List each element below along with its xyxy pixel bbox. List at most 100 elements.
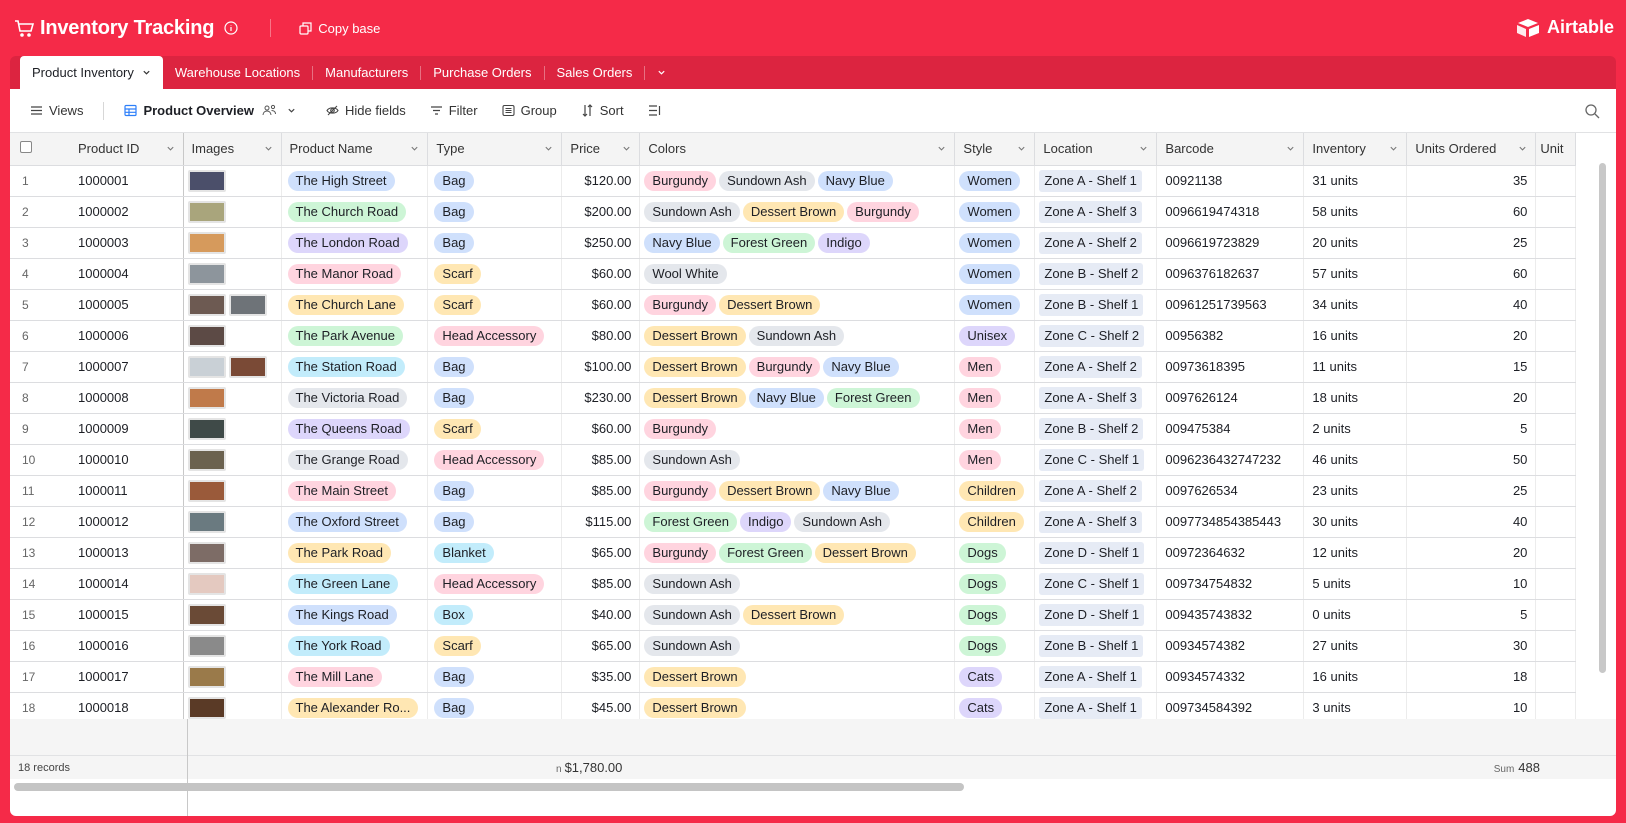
units-ordered-sum[interactable]: Sum 488 — [1494, 760, 1540, 775]
price-cell[interactable]: $120.00 — [561, 165, 641, 197]
images-cell[interactable] — [183, 599, 282, 631]
sort-button[interactable]: Sort — [581, 103, 624, 118]
images-cell[interactable] — [183, 630, 282, 662]
colors-cell[interactable]: Dessert Brown Sundown Ash — [639, 320, 956, 352]
colors-cell[interactable]: Burgundy Sundown Ash Navy Blue — [639, 165, 956, 197]
style-cell[interactable]: Unisex — [954, 320, 1036, 352]
table-row[interactable]: 4 1000004 The Manor Road Scarf $60.00 Wool Wh… — [10, 258, 1577, 290]
colors-cell[interactable]: Forest Green Indigo Sundown Ash — [639, 506, 956, 538]
images-cell[interactable] — [183, 475, 282, 507]
product-name-cell[interactable]: The Park Road — [281, 537, 429, 569]
price-sum[interactable]: n $1,780.00 — [556, 760, 622, 775]
group-button[interactable]: Group — [502, 103, 557, 118]
colors-cell[interactable]: Burgundy Forest Green Dessert Brown — [639, 537, 956, 569]
location-cell[interactable]: Zone C - Shelf 1 — [1034, 568, 1158, 600]
price-cell[interactable]: $115.00 — [561, 506, 641, 538]
product-id-cell[interactable]: 1000018 — [70, 692, 184, 724]
barcode-cell[interactable]: 0096619723829 — [1156, 227, 1305, 259]
column-header-price[interactable]: Price — [561, 133, 641, 166]
type-cell[interactable]: Bag — [427, 196, 563, 228]
barcode-cell[interactable]: 0096236432747232 — [1156, 444, 1305, 476]
style-cell[interactable]: Children — [954, 475, 1036, 507]
location-cell[interactable]: Zone C - Shelf 2 — [1034, 320, 1158, 352]
images-cell[interactable] — [183, 382, 282, 414]
location-cell[interactable]: Zone A - Shelf 3 — [1034, 382, 1158, 414]
images-cell[interactable] — [183, 568, 282, 600]
images-cell[interactable] — [183, 413, 282, 445]
location-link[interactable]: Zone A - Shelf 1 — [1039, 169, 1142, 192]
inventory-cell[interactable]: 5 units — [1303, 568, 1408, 600]
units-ordered-cell[interactable]: 50 — [1406, 444, 1537, 476]
images-cell[interactable] — [183, 506, 282, 538]
type-cell[interactable]: Bag — [427, 506, 563, 538]
style-cell[interactable]: Women — [954, 289, 1036, 321]
type-cell[interactable]: Scarf — [427, 630, 563, 662]
tab-purchase-orders[interactable]: Purchase Orders — [421, 56, 543, 89]
product-name-cell[interactable]: The Victoria Road — [281, 382, 429, 414]
unit-cell[interactable] — [1535, 258, 1577, 290]
column-header-product-name[interactable]: Product Name — [281, 133, 429, 166]
view-switcher[interactable]: Product Overview — [124, 103, 302, 118]
product-id-cell[interactable]: 1000002 — [70, 196, 184, 228]
price-cell[interactable]: $85.00 — [561, 444, 641, 476]
barcode-cell[interactable]: 0096376182637 — [1156, 258, 1305, 290]
chevron-down-icon[interactable] — [166, 144, 175, 153]
product-id-cell[interactable]: 1000006 — [70, 320, 184, 352]
unit-cell[interactable] — [1535, 630, 1577, 662]
product-name-cell[interactable]: The Kings Road — [281, 599, 429, 631]
type-cell[interactable]: Bag — [427, 382, 563, 414]
table-row[interactable]: 11 1000011 The Main Street Bag $85.00 Burgund… — [10, 475, 1577, 507]
unit-cell[interactable] — [1535, 413, 1577, 445]
table-row[interactable]: 8 1000008 The Victoria Road Bag $230.00 Desse… — [10, 382, 1577, 414]
images-cell[interactable] — [183, 227, 282, 259]
barcode-cell[interactable]: 0097626124 — [1156, 382, 1305, 414]
units-ordered-cell[interactable]: 20 — [1406, 382, 1537, 414]
location-cell[interactable]: Zone B - Shelf 2 — [1034, 258, 1158, 290]
units-ordered-cell[interactable]: 5 — [1406, 599, 1537, 631]
style-cell[interactable]: Dogs — [954, 568, 1036, 600]
barcode-cell[interactable]: 009475384 — [1156, 413, 1305, 445]
style-cell[interactable]: Cats — [954, 692, 1036, 724]
type-cell[interactable]: Bag — [427, 351, 563, 383]
select-all-checkbox[interactable] — [20, 141, 32, 154]
table-row[interactable]: 9 1000009 The Queens Road Scarf $60.00 Burgun… — [10, 413, 1577, 445]
type-cell[interactable]: Box — [427, 599, 563, 631]
location-cell[interactable]: Zone A - Shelf 1 — [1034, 165, 1158, 197]
image-thumbnail[interactable] — [187, 665, 226, 688]
image-thumbnail[interactable] — [187, 355, 226, 378]
units-ordered-cell[interactable]: 25 — [1406, 227, 1537, 259]
image-thumbnail[interactable] — [187, 200, 226, 223]
inventory-cell[interactable]: 0 units — [1303, 599, 1408, 631]
product-id-cell[interactable]: 1000008 — [70, 382, 184, 414]
table-row[interactable]: 7 1000007 The Station Road Bag $100.00 Desser… — [10, 351, 1577, 383]
unit-cell[interactable] — [1535, 289, 1577, 321]
filter-button[interactable]: Filter — [430, 103, 478, 118]
location-link[interactable]: Zone C - Shelf 1 — [1039, 572, 1145, 595]
colors-cell[interactable]: Sundown Ash Dessert Brown Burgundy — [639, 196, 956, 228]
price-cell[interactable]: $250.00 — [561, 227, 641, 259]
units-ordered-cell[interactable]: 5 — [1406, 413, 1537, 445]
unit-cell[interactable] — [1535, 599, 1577, 631]
type-cell[interactable]: Scarf — [427, 413, 563, 445]
style-cell[interactable]: Dogs — [954, 537, 1036, 569]
product-name-cell[interactable]: The Station Road — [281, 351, 429, 383]
barcode-cell[interactable]: 00921138 — [1156, 165, 1305, 197]
unit-cell[interactable] — [1535, 568, 1577, 600]
column-header-barcode[interactable]: Barcode — [1156, 133, 1305, 166]
images-cell[interactable] — [183, 351, 282, 383]
images-cell[interactable] — [183, 661, 282, 693]
vertical-scrollbar[interactable] — [1599, 163, 1606, 673]
inventory-cell[interactable]: 57 units — [1303, 258, 1408, 290]
unit-cell[interactable] — [1535, 382, 1577, 414]
table-row[interactable]: 17 1000017 The Mill Lane Bag $35.00 Dessert B… — [10, 661, 1577, 693]
location-link[interactable]: Zone A - Shelf 1 — [1039, 665, 1142, 688]
barcode-cell[interactable]: 00956382 — [1156, 320, 1305, 352]
units-ordered-cell[interactable]: 25 — [1406, 475, 1537, 507]
product-id-cell[interactable]: 1000015 — [70, 599, 184, 631]
location-cell[interactable]: Zone A - Shelf 1 — [1034, 692, 1158, 724]
chevron-down-icon[interactable] — [410, 144, 419, 153]
column-header-images[interactable]: Images — [183, 133, 282, 166]
product-name-cell[interactable]: The York Road — [281, 630, 429, 662]
product-id-cell[interactable]: 1000017 — [70, 661, 184, 693]
product-name-cell[interactable]: The London Road — [281, 227, 429, 259]
